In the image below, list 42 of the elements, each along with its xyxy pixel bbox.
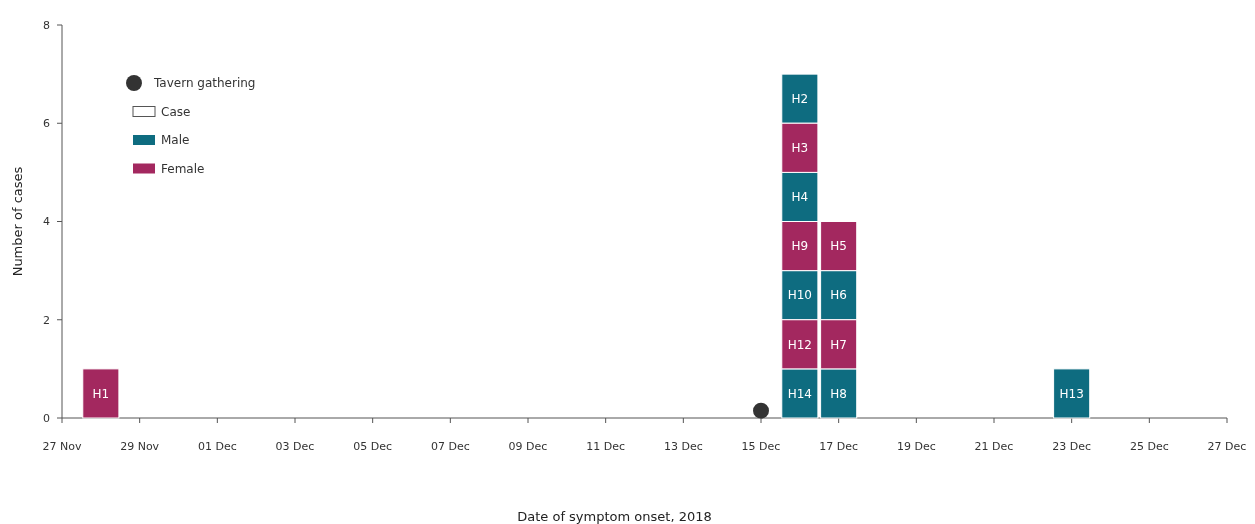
annotation: Case: [161, 104, 191, 119]
x-tick-label: 19 Dec: [896, 440, 936, 453]
x-tick-label: 25 Dec: [1129, 440, 1169, 453]
y-tick-label: 4: [43, 215, 50, 229]
data-label: H1: [92, 386, 110, 401]
x-tick-label: 09 Dec: [508, 440, 548, 453]
data-label: H6: [830, 288, 847, 303]
legend-label: Male: [161, 133, 190, 148]
x-tick-label: 13 Dec: [663, 440, 703, 453]
x-tick-label: 29 Nov: [120, 440, 160, 453]
data-label: H8: [830, 386, 847, 401]
y-tick-label: 6: [43, 117, 50, 131]
bar: [1053, 368, 1091, 419]
x-tick-label: 05 Dec: [353, 440, 393, 453]
data-label: H5: [830, 239, 847, 254]
y-tick-label: 0: [43, 411, 50, 425]
x-tick-label: 15 Dec: [741, 440, 781, 453]
x-tick-label: 21 Dec: [974, 440, 1014, 453]
data-label: H13: [1059, 386, 1084, 401]
x-tick-label: 07 Dec: [430, 440, 470, 453]
x-tick-label: 23 Dec: [1052, 440, 1092, 453]
x-axis-title: Date of symptom onset, 2018: [517, 509, 712, 524]
x-tick-label: 01 Dec: [197, 440, 237, 453]
x-tick-label: 03 Dec: [275, 440, 315, 453]
data-label: H4: [791, 190, 809, 205]
data-label: H14: [787, 386, 812, 401]
data-label: H2: [791, 91, 809, 106]
y-tick-label: 2: [43, 313, 50, 327]
legend-label: Female: [161, 161, 205, 176]
data-label: H10: [787, 288, 812, 303]
x-tick-label: 17 Dec: [819, 440, 859, 453]
data-label: H7: [830, 337, 847, 352]
data-label: H9: [791, 239, 809, 254]
data-label: H3: [791, 141, 809, 156]
bar: [82, 368, 120, 419]
x-tick-label: 27 Nov: [42, 440, 82, 453]
x-tick-label: 27 Dec: [1207, 440, 1247, 453]
y-axis-title: Number of cases: [10, 166, 25, 277]
x-tick-label: 11 Dec: [586, 440, 626, 453]
legend-label: Tavern gathering: [153, 76, 256, 91]
data-label: H12: [787, 337, 812, 352]
y-tick-label: 8: [43, 18, 50, 32]
